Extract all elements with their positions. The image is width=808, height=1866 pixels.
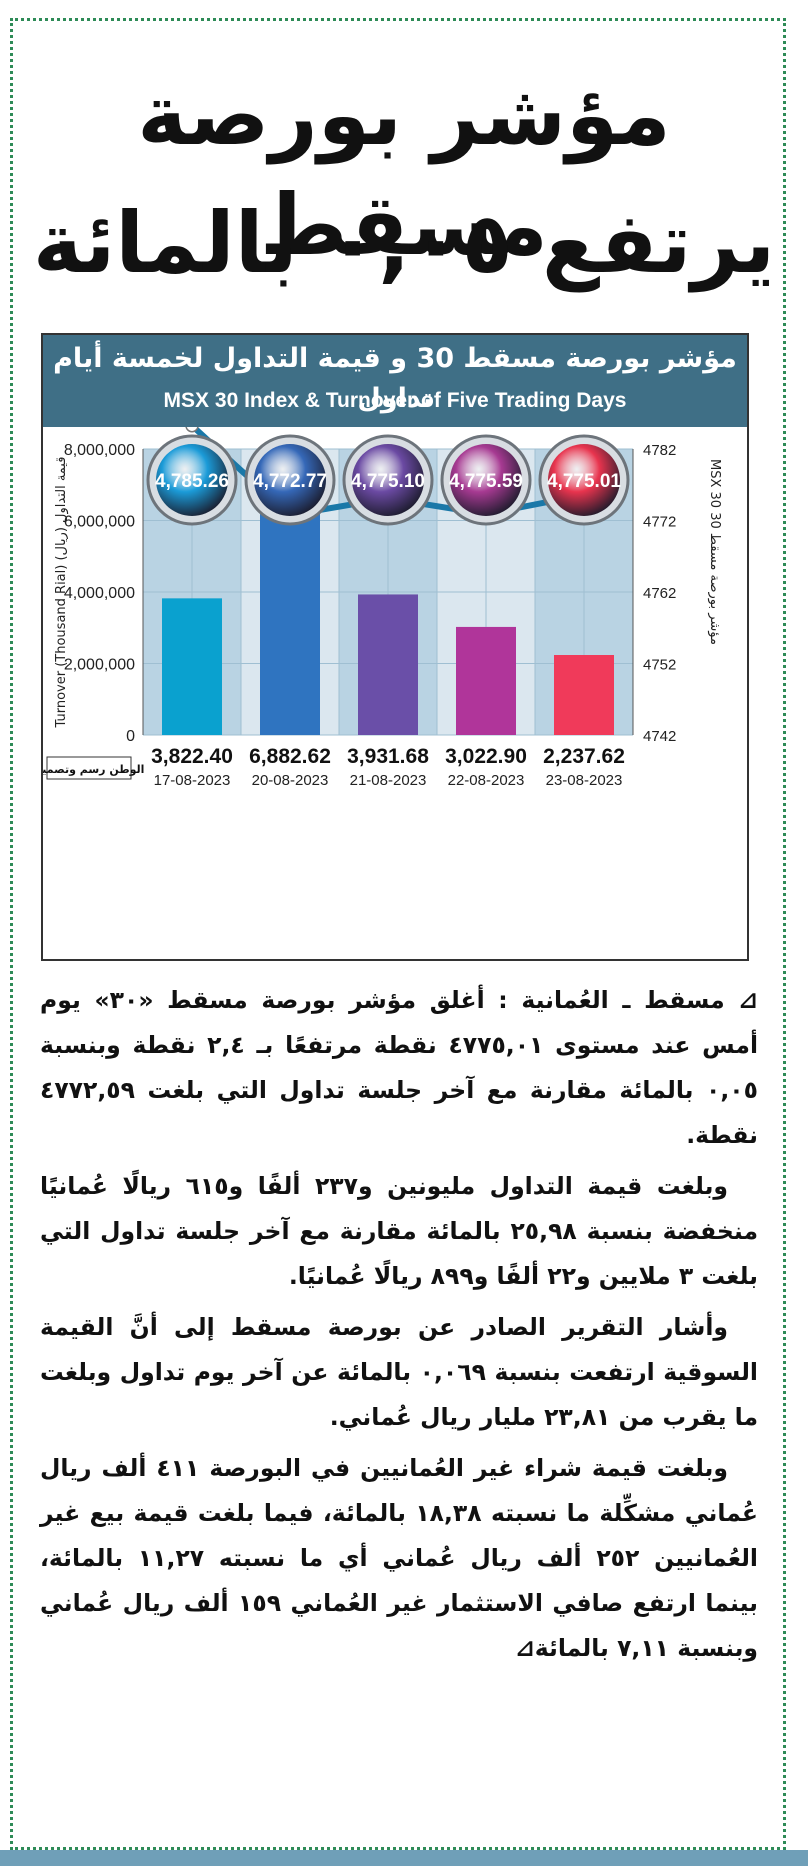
y-axis-label: Turnover (Thousand Rial) قيمة التداول (ر…: [54, 457, 69, 729]
y2-tick-label: 4772: [643, 514, 676, 531]
article-paragraph-1: ⊿ مسقط ـ العُمانية : أغلق مؤشر بورصة مسق…: [40, 986, 759, 1149]
x-tick-label: 17-08-2023: [154, 772, 231, 789]
bar: [554, 655, 614, 735]
y-tick-label: 6,000,000: [64, 514, 135, 531]
headline-line-2: يرتفع ٠,٠٥ بالمائة: [32, 194, 776, 292]
y-tick-label: 2,000,000: [64, 657, 135, 674]
index-circle: [450, 444, 522, 516]
index-circle-label: 4,775.10: [351, 471, 425, 492]
index-circles: 4,785.26 4,772.77 4,775.10 4,775.59 4,775.01: [146, 434, 630, 526]
article-paragraph-3: وأشار التقرير الصادر عن بورصة مسقط إلى أ…: [40, 1313, 758, 1431]
index-circle-label: 4,775.01: [547, 471, 621, 492]
y2-tick-label: 4782: [643, 442, 676, 459]
chart-title: مؤشر بورصة مسقط 30 و قيمة التداول لخمسة …: [53, 343, 737, 414]
bar-value-label: 2,237.62: [543, 745, 625, 768]
bar-value-label: 6,882.62: [249, 745, 331, 768]
line-point: [185, 427, 199, 433]
credit-label: الوطن رسم وتصميم: [43, 763, 144, 776]
index-circle-label: 4,775.59: [449, 471, 523, 492]
bar-value-label: 3,022.90: [445, 745, 527, 768]
bar: [456, 626, 516, 735]
chart-title-bar: مؤشر بورصة مسقط 30 و قيمة التداول لخمسة …: [43, 335, 747, 427]
article-paragraph-4: وبلغت قيمة شراء غير العُمانيين في البورص…: [40, 1454, 758, 1662]
y2-axis-label: MSX 30 مؤشر بورصة مسقط 30: [707, 459, 722, 645]
chart-subtitle: MSX 30 Index & Turnover of Five Trading …: [163, 389, 627, 412]
index-circle-label: 4,785.26: [155, 471, 229, 492]
bar: [358, 594, 418, 735]
bar-value-label: 3,822.40: [151, 745, 233, 768]
y-tick-label: 0: [126, 728, 135, 745]
index-circle: [156, 444, 228, 516]
y2-tick-label: 4762: [643, 585, 676, 602]
index-circle-label: 4,772.77: [253, 471, 327, 492]
bar: [162, 598, 222, 735]
x-tick-label: 21-08-2023: [350, 772, 427, 789]
page-frame: [10, 18, 786, 1850]
article-paragraph-2: وبلغت قيمة التداول مليونين و٢٣٧ ألفًا و٦…: [40, 1172, 759, 1290]
x-tick-label: 23-08-2023: [546, 772, 623, 789]
x-tick-label: 20-08-2023: [252, 772, 329, 789]
bar: [260, 488, 320, 735]
y-tick-label: 4,000,000: [64, 585, 135, 602]
credit-box: [46, 756, 132, 780]
headline-line-1: مؤشر بورصة مسقط: [137, 66, 671, 274]
index-circle: [254, 444, 326, 516]
y2-tick-label: 4752: [643, 657, 676, 674]
x-tick-label: 22-08-2023: [448, 772, 525, 789]
y-tick-label: 8,000,000: [64, 442, 135, 459]
index-circle: [352, 444, 424, 516]
bar-value-label: 3,931.68: [347, 745, 429, 768]
index-circle: [548, 444, 620, 516]
y2-tick-label: 4742: [643, 728, 676, 745]
bottom-bar: [0, 1850, 808, 1866]
article-body: ⊿ مسقط ـ العُمانية : أغلق مؤشر بورصة مسق…: [40, 978, 758, 1677]
